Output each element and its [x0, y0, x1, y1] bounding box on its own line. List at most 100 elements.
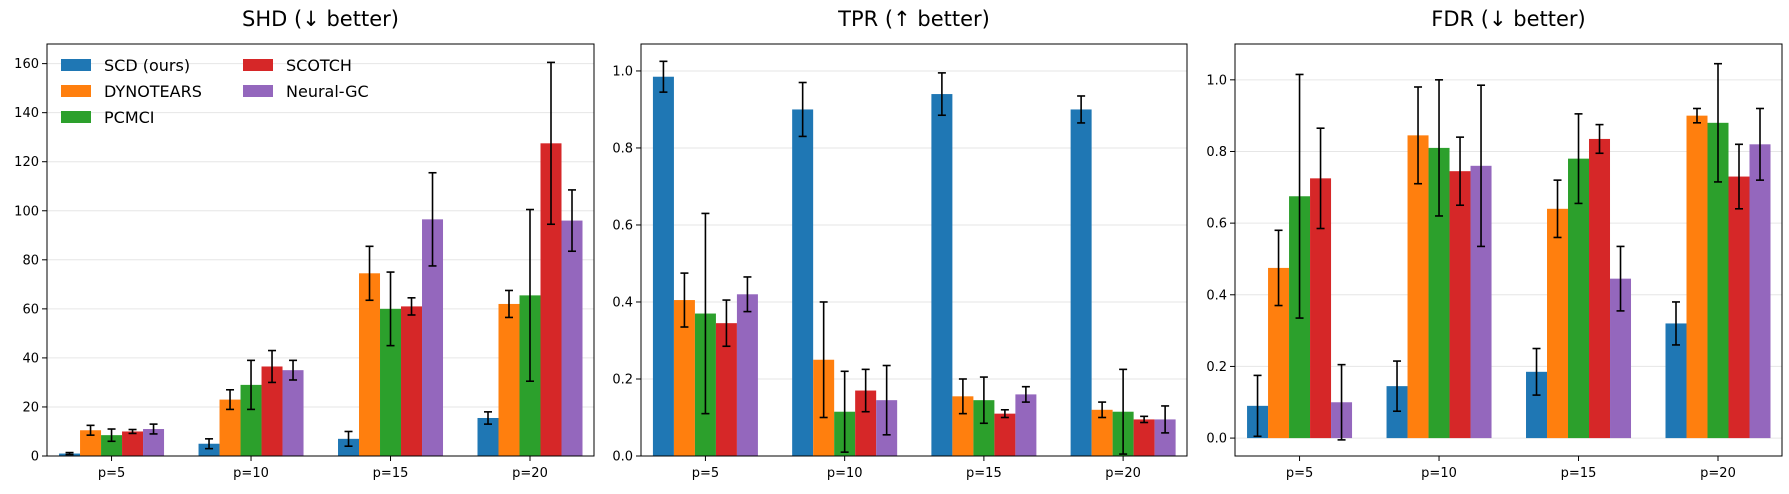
- legend-label: SCD (ours): [104, 56, 190, 75]
- axes-frame: [46, 43, 595, 457]
- bar-dynotears-p20: [1091, 409, 1113, 456]
- legend-label: Neural-GC: [286, 82, 369, 101]
- x-tick-label: p=15: [373, 466, 409, 481]
- bar-scd-ours--p20: [1070, 109, 1092, 456]
- x-tick-label: p=10: [1421, 466, 1457, 481]
- y-tick-label: 0.6: [1206, 217, 1227, 232]
- bar-scotch-p5: [715, 323, 737, 456]
- legend-label: PCMCI: [104, 108, 155, 127]
- bar-dynotears-p5: [1268, 267, 1290, 439]
- y-tick-label: 0.8: [1206, 145, 1227, 160]
- x-tick-label: p=15: [966, 466, 1002, 481]
- bar-scd-ours--p5: [652, 76, 674, 456]
- y-tick-label: 60: [22, 302, 39, 317]
- x-tick-label: p=20: [1105, 466, 1141, 481]
- bar-pcmci-p15: [1568, 158, 1590, 439]
- axes-frame: [1234, 43, 1783, 457]
- y-tick-label: 40: [22, 351, 39, 366]
- bar-dynotears-p10: [219, 399, 241, 456]
- chart-panel-1: p=5 p=10 p=15 p=20 0 20 40 60 80 100 120 140 160 SHD …: [14, 7, 595, 481]
- bar-neural-gc-p15: [1610, 278, 1632, 439]
- bar-scd-ours--p15: [1526, 371, 1548, 439]
- bar-dynotears-p5: [673, 300, 695, 456]
- legend-label: SCOTCH: [286, 56, 352, 75]
- bar-neural-gc-p15: [422, 219, 444, 456]
- y-tick-label: 0.0: [1206, 432, 1227, 447]
- bar-dynotears-p15: [359, 273, 381, 456]
- y-tick-label: 0.0: [612, 450, 633, 465]
- legend: SCD (ours) DYNOTEARS PCMCI SCOTCH Neural-GC: [61, 56, 369, 127]
- x-tick-label: p=10: [233, 466, 269, 481]
- bar-neural-gc-p20: [1749, 144, 1771, 439]
- y-tick-label: 0.2: [612, 372, 633, 387]
- y-tick-label: 100: [14, 204, 39, 219]
- x-tick-label: p=5: [692, 466, 719, 481]
- bar-scotch-p20: [1133, 419, 1155, 456]
- bar-neural-gc-p20: [1154, 419, 1176, 456]
- bar-neural-gc-p5: [736, 294, 758, 456]
- bar-scotch-p20: [540, 143, 562, 457]
- y-tick-label: 0: [31, 450, 39, 465]
- y-tick-label: 140: [14, 106, 39, 121]
- bar-pcmci-p15: [973, 400, 995, 456]
- bar-pcmci-p10: [240, 384, 262, 456]
- y-tick-label: 20: [22, 400, 39, 415]
- bar-scotch-p10: [1449, 171, 1471, 439]
- bar-scd-ours--p10: [792, 109, 814, 456]
- bar-pcmci-p10: [1428, 147, 1450, 439]
- y-tick-label: 120: [14, 155, 39, 170]
- bar-scotch-p15: [401, 306, 423, 456]
- bar-scd-ours--p10: [198, 443, 220, 456]
- bar-dynotears-p20: [498, 303, 520, 456]
- legend-swatch: [243, 85, 273, 97]
- chart-panel-2: p=5 p=10 p=15 p=20 0.0 0.2 0.4 0.6 0.8 1.0 TPR (↑ …: [612, 7, 1188, 481]
- chart-panel-3: p=5 p=10 p=15 p=20 0.0 0.2 0.4 0.6 0.8 1.0 FDR (↓ …: [1206, 7, 1783, 481]
- chart-title: TPR (↑ better): [837, 7, 990, 31]
- bar-scd-ours--p15: [931, 94, 953, 456]
- bar-pcmci-p15: [380, 308, 402, 456]
- bar-dynotears-p20: [1686, 115, 1708, 439]
- bar-scotch-p5: [1310, 178, 1332, 439]
- bar-dynotears-p5: [80, 430, 102, 456]
- bar-scd-ours--p20: [1665, 323, 1687, 439]
- bar-scotch-p10: [261, 366, 283, 456]
- bar-scd-ours--p15: [338, 438, 360, 456]
- bar-neural-gc-p20: [561, 220, 583, 456]
- legend-swatch: [61, 85, 91, 97]
- y-tick-label: 1.0: [1206, 73, 1227, 88]
- legend-swatch: [243, 59, 273, 71]
- chart-title: SHD (↓ better): [242, 7, 399, 31]
- bar-dynotears-p10: [1407, 135, 1429, 439]
- bar-pcmci-p20: [1707, 122, 1729, 439]
- x-tick-label: p=10: [827, 466, 863, 481]
- y-tick-label: 0.2: [1206, 360, 1227, 375]
- y-tick-label: 0.8: [612, 141, 633, 156]
- chart-title: FDR (↓ better): [1431, 7, 1585, 31]
- y-tick-label: 160: [14, 57, 39, 72]
- y-tick-label: 80: [22, 253, 39, 268]
- x-tick-label: p=5: [98, 466, 125, 481]
- bar-neural-gc-p5: [143, 429, 165, 456]
- y-tick-label: 0.6: [612, 218, 633, 233]
- bar-dynotears-p15: [952, 396, 974, 456]
- legend-swatch: [61, 59, 91, 71]
- x-tick-label: p=20: [1700, 466, 1736, 481]
- bar-scd-ours--p10: [1386, 386, 1408, 439]
- x-tick-label: p=20: [512, 466, 548, 481]
- bar-scotch-p15: [994, 413, 1016, 456]
- legend-label: DYNOTEARS: [104, 82, 202, 101]
- bar-scd-ours--p20: [477, 417, 499, 456]
- y-tick-label: 1.0: [612, 64, 633, 79]
- y-tick-label: 0.4: [1206, 288, 1227, 303]
- bar-scotch-p10: [855, 390, 877, 456]
- x-tick-label: p=15: [1561, 466, 1597, 481]
- x-tick-label: p=5: [1286, 466, 1313, 481]
- bar-scotch-p15: [1589, 138, 1611, 439]
- axes-frame: [640, 43, 1188, 457]
- y-tick-label: 0.4: [612, 295, 633, 310]
- bar-neural-gc-p10: [1470, 165, 1492, 439]
- bar-neural-gc-p10: [282, 370, 304, 456]
- legend-swatch: [61, 111, 91, 123]
